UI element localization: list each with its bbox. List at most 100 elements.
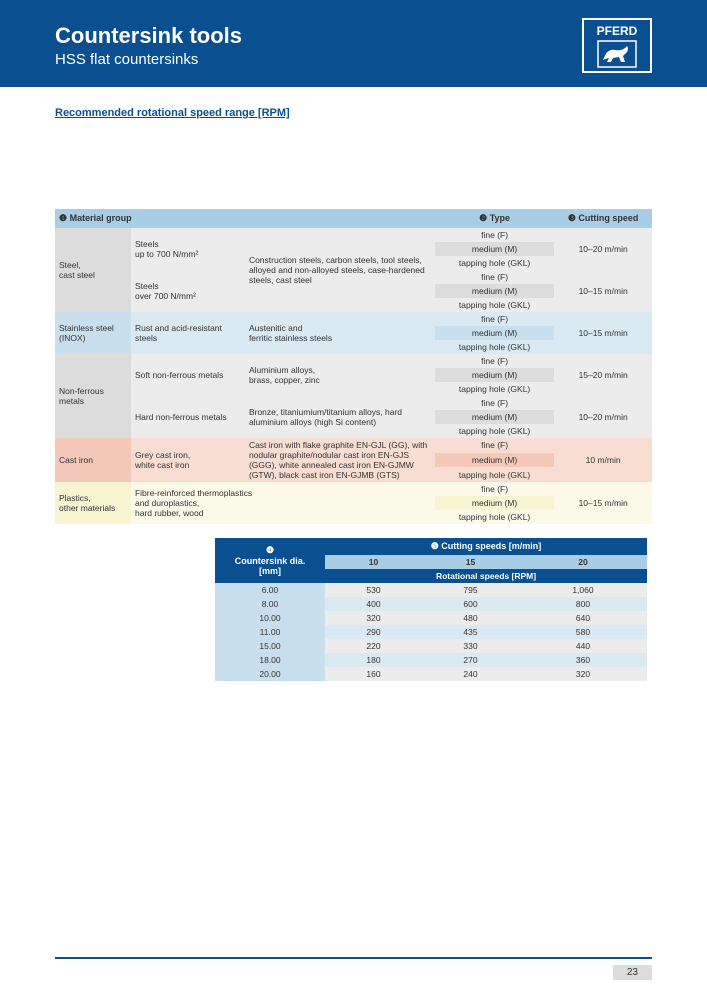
rpm-cell: 580 (519, 625, 647, 639)
page-subtitle: HSS flat countersinks (55, 51, 242, 68)
material-group-cell: Plastics, other materials (55, 482, 131, 524)
horse-icon (597, 40, 637, 68)
rpm-cell: 440 (519, 639, 647, 653)
table-row: Stainless steel (INOX)Rust and acid-resi… (55, 312, 652, 326)
table-row: 11.00290435580 (215, 625, 647, 639)
dia-cell: 20.00 (215, 667, 325, 681)
page-title: Countersink tools (55, 23, 242, 49)
rpm-cell: 1,060 (519, 583, 647, 597)
section-title: Recommended rotational speed range [RPM] (55, 107, 652, 119)
type-cell: fine (F) (435, 482, 554, 496)
header-text: Countersink tools HSS flat countersinks (55, 23, 242, 68)
rpm-cell: 360 (519, 653, 647, 667)
rpm-cell: 240 (422, 667, 519, 681)
type-cell: tapping hole (GKL) (435, 298, 554, 312)
sub-material-cell: Steels over 700 N/mm² (131, 270, 245, 312)
rpm-cell: 640 (519, 611, 647, 625)
speed-cell: 10–15 m/min (554, 482, 652, 524)
rpm-cell: 160 (325, 667, 422, 681)
type-cell: tapping hole (GKL) (435, 424, 554, 438)
type-cell: tapping hole (GKL) (435, 382, 554, 396)
table-row: 15.00220330440 (215, 639, 647, 653)
table-row: Plastics, other materialsFibre-reinforce… (55, 482, 652, 496)
type-cell: tapping hole (GKL) (435, 510, 554, 524)
footer-rule (55, 957, 652, 959)
speed-cell: 10 m/min (554, 438, 652, 482)
type-cell: medium (M) (435, 368, 554, 382)
rpm-cell: 480 (422, 611, 519, 625)
rpm-cell: 220 (325, 639, 422, 653)
rpm-cell: 270 (422, 653, 519, 667)
type-cell: medium (M) (435, 453, 554, 468)
sub-material-cell: Fibre-reinforced thermoplastics and duro… (131, 482, 435, 524)
material-group-cell: Stainless steel (INOX) (55, 312, 131, 354)
description-cell: Bronze, titaniumium/titanium alloys, har… (245, 396, 435, 438)
speed-col-header: 20 (519, 555, 647, 569)
col-cutting-speeds: ❺ Cutting speeds [m/min] (325, 538, 647, 555)
description-cell: Cast iron with flake graphite EN-GJL (GG… (245, 438, 435, 482)
speed-cell: 10–20 m/min (554, 228, 652, 270)
table-header-row: ❶ Material group ❷ Type ❸ Cutting speed (55, 209, 652, 228)
rpm-cell: 800 (519, 597, 647, 611)
page-header: Countersink tools HSS flat countersinks … (0, 0, 707, 87)
rpm-cell: 290 (325, 625, 422, 639)
type-cell: fine (F) (435, 396, 554, 410)
type-cell: medium (M) (435, 242, 554, 256)
dia-cell: 11.00 (215, 625, 325, 639)
table-row: ❹ Countersink dia. [mm] ❺ Cutting speeds… (215, 538, 647, 555)
type-cell: fine (F) (435, 270, 554, 284)
dia-cell: 8.00 (215, 597, 325, 611)
type-cell: tapping hole (GKL) (435, 467, 554, 482)
speed-cell: 10–15 m/min (554, 270, 652, 312)
sub-material-cell: Grey cast iron, white cast iron (131, 438, 245, 482)
rpm-cell: 180 (325, 653, 422, 667)
sub-material-cell: Hard non-ferrous metals (131, 396, 245, 438)
table-row: 6.005307951,060 (215, 583, 647, 597)
rpm-cell: 435 (422, 625, 519, 639)
table-row: 8.00400600800 (215, 597, 647, 611)
speed-col-header: 10 (325, 555, 422, 569)
description-cell: Construction steels, carbon steels, tool… (245, 228, 435, 312)
speed-cell: 10–20 m/min (554, 396, 652, 438)
brand-name: PFERD (597, 24, 638, 38)
dia-cell: 18.00 (215, 653, 325, 667)
table-row: Non-ferrous metalsSoft non-ferrous metal… (55, 354, 652, 368)
table-row: Hard non-ferrous metalsBronze, titaniumi… (55, 396, 652, 410)
col-dia: ❹ Countersink dia. [mm] (215, 538, 325, 583)
dia-cell: 10.00 (215, 611, 325, 625)
sub-material-cell: Rust and acid-resistant steels (131, 312, 245, 354)
speed-cell: 15–20 m/min (554, 354, 652, 396)
speed-cell: 10–15 m/min (554, 312, 652, 354)
type-cell: medium (M) (435, 410, 554, 424)
dia-cell: 15.00 (215, 639, 325, 653)
col-material-group: ❶ Material group (55, 209, 435, 228)
type-cell: medium (M) (435, 496, 554, 510)
rpm-cell: 530 (325, 583, 422, 597)
brand-logo: PFERD (582, 18, 652, 73)
type-cell: tapping hole (GKL) (435, 340, 554, 354)
content-area: Recommended rotational speed range [RPM]… (0, 87, 707, 681)
type-cell: medium (M) (435, 326, 554, 340)
rpm-cell: 320 (519, 667, 647, 681)
speed-col-header: 15 (422, 555, 519, 569)
rpm-cell: 400 (325, 597, 422, 611)
col-rot-speeds: Rotational speeds [RPM] (325, 569, 647, 583)
sub-material-cell: Steels up to 700 N/mm² (131, 228, 245, 270)
type-cell: fine (F) (435, 438, 554, 453)
type-cell: medium (M) (435, 284, 554, 298)
rpm-cell: 330 (422, 639, 519, 653)
type-cell: fine (F) (435, 312, 554, 326)
type-cell: fine (F) (435, 228, 554, 242)
table-row: 10.00320480640 (215, 611, 647, 625)
material-group-table: ❶ Material group ❷ Type ❸ Cutting speed … (55, 209, 652, 524)
material-group-cell: Cast iron (55, 438, 131, 482)
table-row: 20.00160240320 (215, 667, 647, 681)
rpm-cell: 320 (325, 611, 422, 625)
sub-material-cell: Soft non-ferrous metals (131, 354, 245, 396)
description-cell: Austenitic and ferritic stainless steels (245, 312, 435, 354)
page-footer: 23 (55, 957, 652, 980)
table-row: Cast ironGrey cast iron, white cast iron… (55, 438, 652, 453)
col-type: ❷ Type (435, 209, 554, 228)
rpm-table: ❹ Countersink dia. [mm] ❺ Cutting speeds… (215, 538, 647, 681)
page-number: 23 (613, 965, 652, 980)
